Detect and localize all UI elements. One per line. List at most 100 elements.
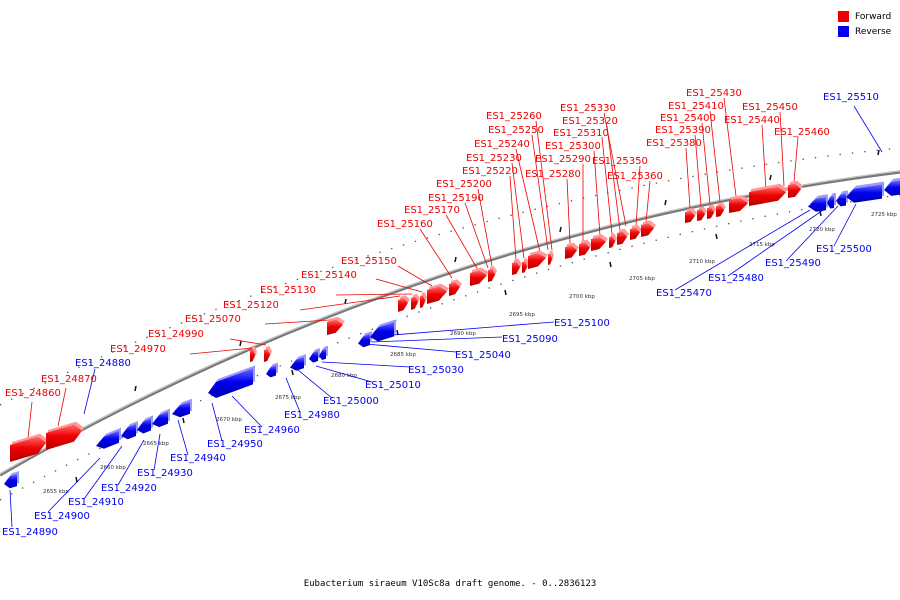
forward-gene-label[interactable]: ES1_25070 <box>185 314 241 325</box>
forward-leader-line <box>229 338 267 346</box>
major-tick <box>769 174 772 181</box>
reverse-gene-label[interactable]: ES1_25480 <box>708 273 764 284</box>
forward-gene-label[interactable]: ES1_24860 <box>5 388 61 399</box>
forward-leader-line <box>27 401 33 439</box>
major-tick <box>664 199 667 206</box>
forward-gene-label[interactable]: ES1_25160 <box>377 219 433 230</box>
forward-gene-label[interactable]: ES1_25300 <box>545 141 601 152</box>
axis-tick-label: 2685 kbp <box>390 352 416 358</box>
forward-gene-label[interactable]: ES1_25380 <box>646 138 702 149</box>
forward-leader-line <box>477 188 493 267</box>
reverse-leader-line <box>833 203 857 247</box>
reverse-gene-label[interactable]: ES1_25490 <box>765 258 821 269</box>
forward-leader-line <box>694 134 702 207</box>
reverse-leader-line <box>153 433 161 471</box>
legend-reverse-label: Reverse <box>855 26 892 37</box>
forward-gene-label[interactable]: ES1_25440 <box>724 115 780 126</box>
forward-gene-label[interactable]: ES1_25410 <box>668 101 724 112</box>
forward-gene-arrow <box>449 282 460 296</box>
reverse-gene-arrow <box>137 418 151 434</box>
forward-gene-arrow <box>707 207 714 219</box>
forward-gene-label[interactable]: ES1_25280 <box>525 169 581 180</box>
forward-gene-label[interactable]: ES1_25450 <box>742 102 798 113</box>
forward-gene-label[interactable]: ES1_25120 <box>223 300 279 311</box>
forward-leader-line <box>606 125 621 231</box>
forward-gene-label[interactable]: ES1_25190 <box>428 193 484 204</box>
reverse-gene-label[interactable]: ES1_24910 <box>68 497 124 508</box>
forward-gene-arrow <box>630 227 640 240</box>
reverse-leader-line <box>83 445 123 500</box>
reverse-leader-line <box>9 489 13 528</box>
forward-gene-label[interactable]: ES1_25230 <box>466 153 522 164</box>
forward-gene-label[interactable]: ES1_25240 <box>474 139 530 150</box>
forward-gene-label[interactable]: ES1_25290 <box>535 154 591 165</box>
forward-gene-arrow <box>46 424 82 450</box>
reverse-gene-label[interactable]: ES1_25470 <box>656 288 712 299</box>
forward-gene-label[interactable]: ES1_25400 <box>660 113 716 124</box>
axis-ticks: 2655 kbp 2660 kbp 2665 kbp 2670 kbp 2675 kbp… <box>27 149 897 495</box>
forward-gene-label[interactable]: ES1_25260 <box>486 111 542 122</box>
reverse-leader-line <box>315 365 373 383</box>
reverse-gene-arrow <box>370 322 394 342</box>
forward-gene-label[interactable]: ES1_25390 <box>655 125 711 136</box>
reverse-gene-label[interactable]: ES1_24920 <box>101 483 157 494</box>
forward-gene-arrow <box>579 242 590 256</box>
forward-leader-line <box>335 293 413 296</box>
forward-gene-arrow <box>729 198 748 213</box>
forward-gene-arrow <box>398 298 408 312</box>
reverse-gene-label[interactable]: ES1_25040 <box>455 350 511 361</box>
reverse-leader-line <box>117 439 145 486</box>
reverse-gene-label[interactable]: ES1_24940 <box>170 453 226 464</box>
reverse-gene-label[interactable]: ES1_24900 <box>34 511 90 522</box>
legend: Forward Reverse <box>838 9 891 39</box>
axis-tick-label: 2700 kbp <box>569 294 595 300</box>
forward-gene-arrow <box>528 253 546 269</box>
forward-leader-line <box>464 202 489 269</box>
reverse-gene-label[interactable]: ES1_25510 <box>823 92 879 103</box>
reverse-gene-label[interactable]: ES1_25010 <box>365 380 421 391</box>
reverse-gene-label[interactable]: ES1_24890 <box>2 527 58 538</box>
forward-gene-label[interactable]: ES1_25360 <box>607 171 663 182</box>
forward-gene-label[interactable]: ES1_25170 <box>404 205 460 216</box>
forward-leader-line <box>566 178 571 244</box>
forward-gene-label[interactable]: ES1_24990 <box>148 329 204 340</box>
reverse-leader-line <box>674 209 811 291</box>
axis-tick-label: 2680 kbp <box>331 373 357 379</box>
forward-gene-label[interactable]: ES1_25350 <box>592 156 648 167</box>
forward-gene-label[interactable]: ES1_25460 <box>774 127 830 138</box>
forward-gene-label[interactable]: ES1_25130 <box>260 285 316 296</box>
reverse-gene-label[interactable]: ES1_24960 <box>244 425 300 436</box>
forward-gene-label[interactable]: ES1_25250 <box>488 125 544 136</box>
major-tick <box>504 289 507 296</box>
forward-gene-arrow <box>488 268 495 282</box>
reverse-gene-label[interactable]: ES1_25500 <box>816 244 872 255</box>
forward-gene-label[interactable]: ES1_25150 <box>341 256 397 267</box>
forward-gene-arrow <box>327 319 343 335</box>
axis-tick-label: 2665 kbp <box>143 441 169 447</box>
reverse-gene-label[interactable]: ES1_24880 <box>75 358 131 369</box>
axis-tick-label: 2690 kbp <box>450 331 476 337</box>
forward-gene-label[interactable]: ES1_25140 <box>301 270 357 281</box>
forward-gene-label[interactable]: ES1_25200 <box>436 179 492 190</box>
axis-tick-label: 2695 kbp <box>509 312 535 318</box>
reverse-gene-label[interactable]: ES1_25100 <box>554 318 610 329</box>
reverse-gene-label[interactable]: ES1_25000 <box>323 396 379 407</box>
forward-leader-line <box>264 319 331 325</box>
axis-tick-label: 2705 kbp <box>629 276 655 282</box>
reverse-gene-label[interactable]: ES1_25090 <box>502 334 558 345</box>
reverse-gene-label[interactable]: ES1_25030 <box>408 365 464 376</box>
forward-gene-label[interactable]: ES1_25320 <box>562 116 618 127</box>
forward-gene-arrow <box>411 296 418 310</box>
forward-gene-label[interactable]: ES1_25330 <box>560 103 616 114</box>
reverse-gene-label[interactable]: ES1_24930 <box>137 468 193 479</box>
forward-gene-label[interactable]: ES1_25430 <box>686 88 742 99</box>
reverse-gene-label[interactable]: ES1_24950 <box>207 439 263 450</box>
forward-leader-line <box>515 148 541 253</box>
forward-gene-label[interactable]: ES1_25220 <box>462 166 518 177</box>
legend-reverse: Reverse <box>838 24 891 39</box>
forward-gene-label[interactable]: ES1_25310 <box>553 128 609 139</box>
forward-leader-line <box>723 97 737 197</box>
forward-gene-label[interactable]: ES1_24870 <box>41 374 97 385</box>
forward-gene-label[interactable]: ES1_24970 <box>110 344 166 355</box>
reverse-gene-label[interactable]: ES1_24980 <box>284 410 340 421</box>
